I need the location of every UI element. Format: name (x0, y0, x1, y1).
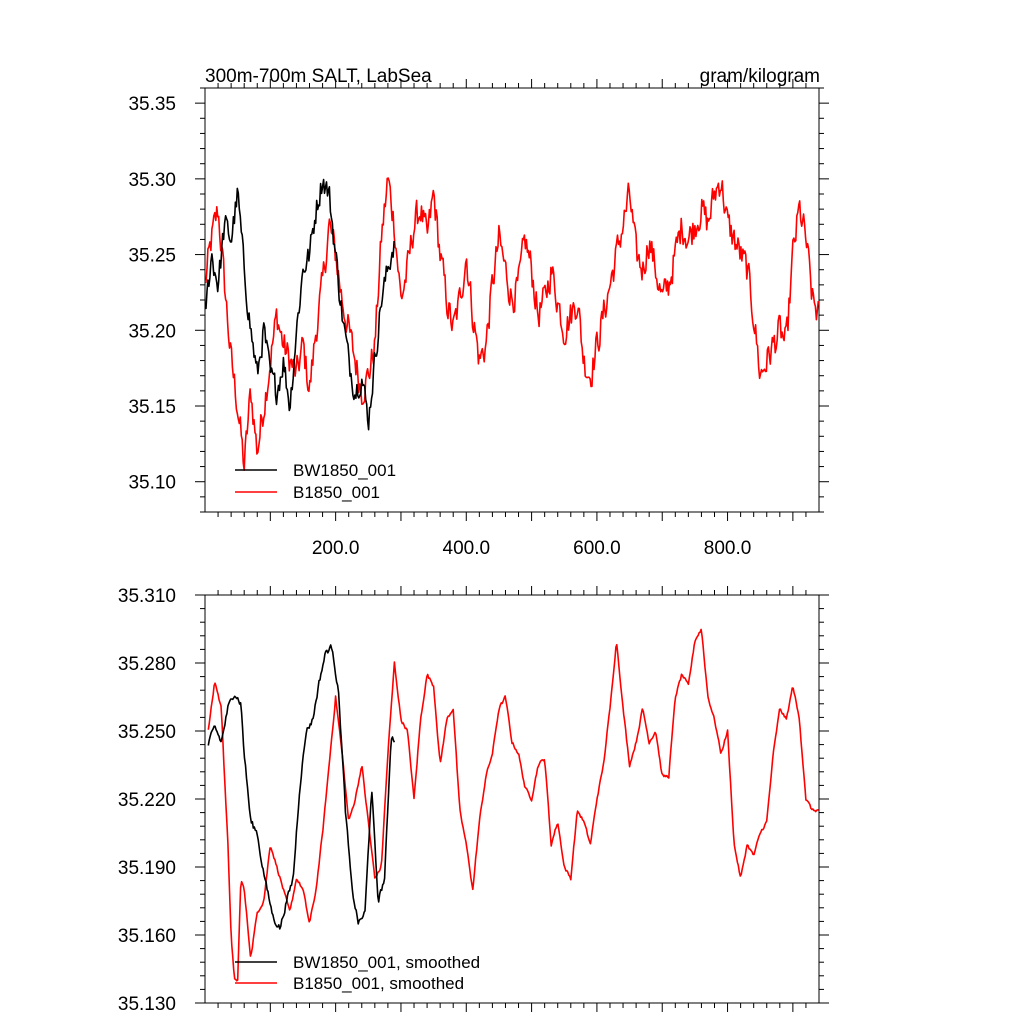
series-line-b1850-001-smoothed (207, 628, 819, 982)
x-tick-label: 600.0 (573, 538, 621, 559)
series-line-bw1850-001-smoothed (207, 644, 396, 930)
legend-label: BW1850_001, smoothed (293, 953, 480, 972)
y-tick-label: 35.310 (118, 586, 176, 607)
top-panel: 300m-700m SALT, LabSea gram/kilogram 200… (128, 66, 829, 559)
legend-label: BW1850_001 (293, 461, 396, 480)
x-tick-label: 200.0 (312, 538, 360, 559)
series-line-b1850-001 (205, 177, 819, 471)
legend-label: B1850_001 (293, 483, 380, 502)
y-tick-label: 35.20 (128, 321, 176, 342)
y-tick-label: 35.10 (128, 473, 176, 494)
y-tick-label: 35.280 (118, 654, 176, 675)
legend-label: B1850_001, smoothed (293, 974, 464, 993)
plot-frame (204, 594, 820, 1004)
y-tick-label: 35.190 (118, 858, 176, 879)
y-tick-label: 35.130 (118, 994, 176, 1015)
chart-title: 300m-700m SALT, LabSea (205, 66, 432, 87)
y-tick-label: 35.25 (128, 246, 176, 267)
y-tick-label: 35.15 (128, 397, 176, 418)
x-tick-label: 800.0 (704, 538, 752, 559)
y-tick-label: 35.250 (118, 722, 176, 743)
bottom-panel: 35.130 35.160 35.190 35.220 35.250 35.280 35.3… (118, 586, 829, 1015)
x-tick-label: 400.0 (443, 538, 491, 559)
y-tick-label: 35.35 (128, 94, 176, 115)
y-tick-label: 35.220 (118, 790, 176, 811)
y-tick-label: 35.30 (128, 170, 176, 191)
units-label: gram/kilogram (700, 66, 820, 87)
series-line-bw1850-001 (205, 178, 395, 431)
y-tick-label: 35.160 (118, 926, 176, 947)
